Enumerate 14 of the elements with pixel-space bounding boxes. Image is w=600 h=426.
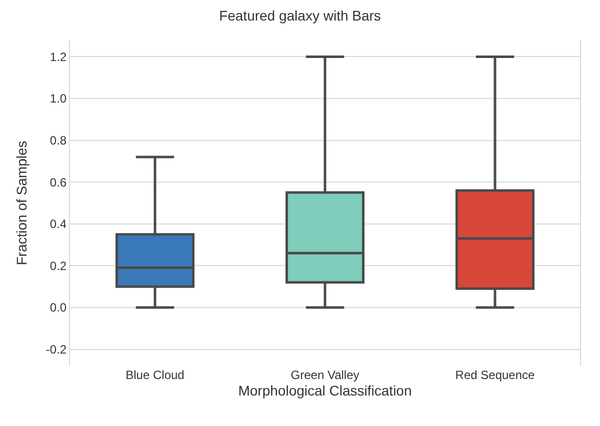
y-tick-label: 1.2 bbox=[50, 50, 67, 64]
x-tick-label: Green Valley bbox=[290, 368, 360, 382]
y-tick-label: 0.4 bbox=[50, 217, 67, 232]
y-tick-label: 1.0 bbox=[50, 92, 67, 106]
y-tick-label: 0.8 bbox=[50, 134, 67, 148]
y-axis-title: Fraction of Samples bbox=[14, 140, 30, 266]
y-tick-label: 0.2 bbox=[50, 258, 67, 273]
y-tick-label: -0.2 bbox=[46, 342, 67, 356]
y-tick-label: 0.6 bbox=[50, 175, 67, 190]
x-tick-label: Blue Cloud bbox=[126, 368, 184, 382]
chart-title: Featured galaxy with Bars bbox=[219, 7, 381, 24]
x-tick-label: Red Sequence bbox=[455, 368, 536, 382]
y-tick-label: 0.0 bbox=[50, 300, 67, 315]
x-axis-title: Morphological Classification bbox=[238, 382, 412, 398]
